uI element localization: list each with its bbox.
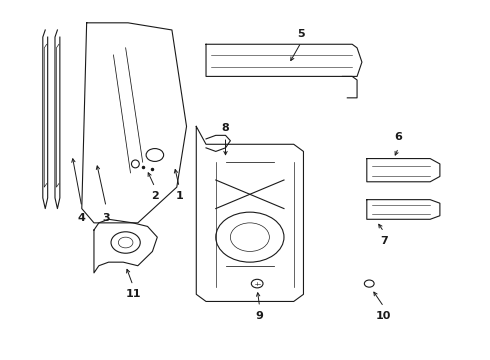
Text: 5: 5: [297, 28, 305, 39]
Text: 6: 6: [394, 132, 402, 142]
Text: 9: 9: [256, 311, 264, 321]
Text: 3: 3: [102, 212, 110, 222]
Text: 7: 7: [380, 236, 388, 246]
Text: 2: 2: [151, 191, 159, 201]
Text: 1: 1: [175, 191, 183, 201]
Text: 8: 8: [221, 123, 229, 133]
Text: 4: 4: [78, 212, 86, 222]
Text: 11: 11: [125, 289, 141, 299]
Text: 10: 10: [376, 311, 392, 321]
